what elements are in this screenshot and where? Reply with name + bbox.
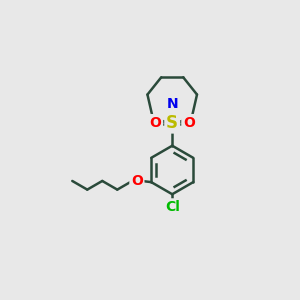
Text: O: O xyxy=(150,116,161,130)
Text: O: O xyxy=(183,116,195,130)
Text: N: N xyxy=(167,97,178,111)
Text: S: S xyxy=(166,114,178,132)
Text: Cl: Cl xyxy=(165,200,180,214)
Text: O: O xyxy=(131,174,143,188)
